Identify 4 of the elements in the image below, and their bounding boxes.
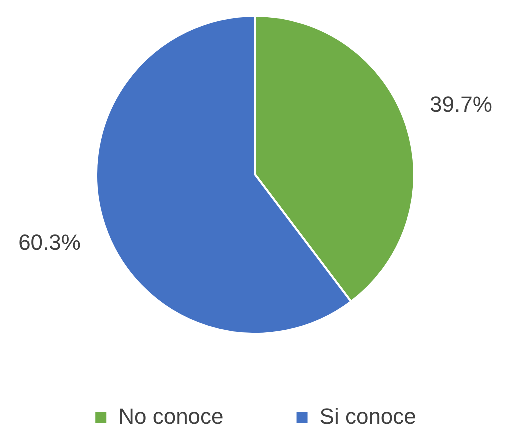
legend-label: Si conoce	[320, 404, 416, 430]
data-label: 60.3%	[18, 230, 81, 256]
data-label: 39.7%	[430, 92, 492, 118]
legend-label: No conoce	[118, 404, 224, 430]
